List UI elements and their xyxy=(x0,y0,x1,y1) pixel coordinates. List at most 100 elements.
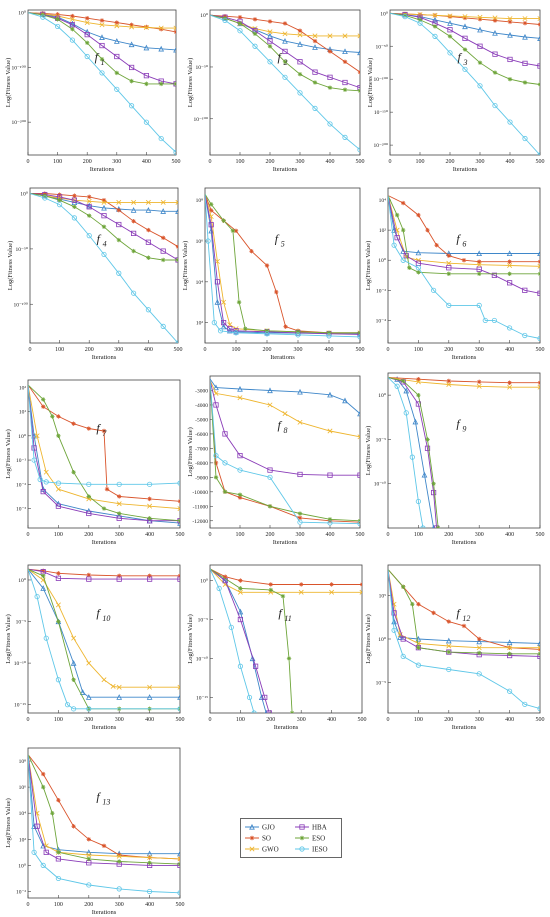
series-hba-point xyxy=(84,32,90,38)
function-label: f xyxy=(278,606,283,620)
x-tick-label: 300 xyxy=(475,347,484,353)
series-gjo-point xyxy=(113,38,120,44)
function-label-subscript: 1 xyxy=(101,58,105,67)
series-ieso-point xyxy=(116,270,122,276)
x-tick-label: 100 xyxy=(414,532,423,538)
series-gwo-line xyxy=(28,568,180,688)
series-ieso-point xyxy=(415,498,421,505)
x-tick-label: 0 xyxy=(27,717,30,723)
series-eso-point xyxy=(71,677,76,682)
series-gjo-point xyxy=(506,250,513,257)
series-gwo-point xyxy=(282,411,288,417)
series-ieso-point xyxy=(537,152,540,155)
series-gwo-point xyxy=(175,199,178,205)
series-ieso-point xyxy=(446,302,452,308)
series-gjo-point xyxy=(412,418,419,425)
series-ieso-line xyxy=(210,568,255,713)
x-tick-label: 300 xyxy=(297,717,306,723)
series-so-point xyxy=(461,623,467,629)
series-ieso-point xyxy=(391,627,397,633)
series-hba-point xyxy=(55,575,62,581)
series-gwo-point xyxy=(145,199,151,205)
series-so-point xyxy=(249,249,254,254)
series-gwo-point xyxy=(227,322,233,328)
series-eso-point xyxy=(147,516,152,521)
series-gwo-line xyxy=(28,754,180,860)
series-hba-point xyxy=(55,856,62,862)
series-gjo-point xyxy=(506,639,513,646)
series-ieso-point xyxy=(84,53,90,60)
x-tick-label: 100 xyxy=(54,717,63,723)
series-gjo-point xyxy=(116,694,123,700)
series-ieso-point xyxy=(394,383,400,389)
y-tick-label: 10⁰ xyxy=(380,10,389,17)
series-gjo-point xyxy=(220,323,227,330)
series-ieso-point xyxy=(402,13,408,20)
series-ieso-point xyxy=(86,481,92,487)
series-ieso-point xyxy=(462,66,468,72)
x-tick-label: 500 xyxy=(356,159,365,165)
series-hba-point xyxy=(116,221,122,228)
series-eso-point xyxy=(86,856,91,862)
series-hba-point xyxy=(267,38,273,44)
series-ieso-point xyxy=(71,215,78,221)
series-gwo-point xyxy=(237,395,243,401)
function-label-subscript: 5 xyxy=(281,239,285,248)
series-so-point xyxy=(282,21,288,26)
y-tick-label: 10⁰ xyxy=(378,392,387,399)
series-eso-point xyxy=(41,573,46,579)
series-gwo-point xyxy=(116,853,122,859)
series-eso-point xyxy=(446,649,451,655)
series-so-point xyxy=(117,494,122,499)
series-hba-point xyxy=(101,213,107,219)
series-hba-point xyxy=(491,272,498,278)
series-gjo-point xyxy=(233,328,239,335)
x-tick-label: 500 xyxy=(536,532,545,538)
series-eso-point xyxy=(131,248,136,254)
series-eso-point xyxy=(86,494,91,499)
series-gwo-point xyxy=(446,382,452,387)
series-ieso-point xyxy=(357,147,360,153)
x-tick-label: 200 xyxy=(444,717,453,723)
series-eso-point xyxy=(56,619,61,624)
series-gwo-point xyxy=(55,602,61,608)
chart-3: 0 100 200 300 400 500 Iterations 10⁰ 10⁻⁵⁰ 10⁻¹⁰⁰… xyxy=(367,9,545,173)
legend-eso-point xyxy=(299,835,305,841)
series-eso-point xyxy=(117,859,122,864)
legend-ieso-point xyxy=(299,846,305,852)
series-ieso-point xyxy=(31,849,37,855)
series-ieso-line xyxy=(28,12,176,153)
x-axis-label: Iterations xyxy=(453,166,478,173)
series-so-point xyxy=(213,460,219,466)
series-hba-point xyxy=(394,235,400,241)
x-tick-label: 200 xyxy=(444,347,453,353)
series-gwo-point xyxy=(537,645,540,651)
series-gwo-point xyxy=(446,643,452,649)
series-gjo-point xyxy=(403,387,410,394)
chart-13: 0 100 200 300 400 500 Iterations 10⁸ 10⁶ 10⁴ 10² 10… xyxy=(5,747,185,916)
series-so-point xyxy=(237,495,243,500)
x-tick-label: 0 xyxy=(27,159,30,165)
series-so-point xyxy=(71,824,76,829)
series-so-point xyxy=(175,244,178,249)
series-ieso-point xyxy=(522,701,528,707)
series-hba-line xyxy=(28,568,180,580)
function-label: f xyxy=(458,50,463,64)
x-tick-label: 200 xyxy=(84,717,93,723)
y-tick-label: 10⁻¹⁰⁰ xyxy=(194,116,209,123)
chart-7: 0 100 200 300 400 500 Iterations 10² 10¹ 10⁰ 10⁻¹ 1… xyxy=(5,379,185,546)
series-ieso-point xyxy=(177,480,180,486)
series-gwo-point xyxy=(476,383,482,389)
series-so-point xyxy=(297,28,303,33)
function-label: f xyxy=(96,606,101,620)
series-eso-point xyxy=(237,21,243,26)
series-eso-point xyxy=(55,17,60,22)
series-eso-point xyxy=(477,271,482,276)
series-so-point xyxy=(297,515,303,521)
series-ieso-point xyxy=(86,233,92,239)
series-so-point xyxy=(129,22,134,27)
series-gjo-point xyxy=(264,329,270,336)
series-gwo-point xyxy=(507,16,513,22)
x-tick-label: 400 xyxy=(144,347,153,353)
series-gjo-point xyxy=(537,35,540,41)
